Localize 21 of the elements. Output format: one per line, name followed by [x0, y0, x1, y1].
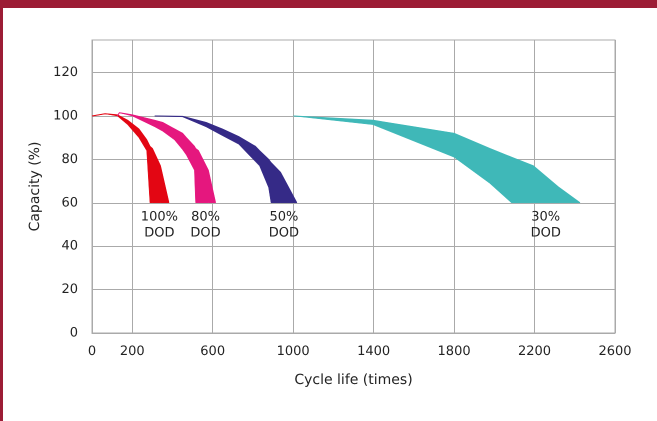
x-tick-label: 0: [88, 344, 96, 359]
x-axis-title: Cycle life (times): [294, 372, 413, 388]
y-tick-label: 20: [61, 282, 78, 298]
x-tick-label: 1000: [276, 344, 310, 359]
x-tick-label: 1400: [357, 344, 390, 359]
x-tick-label: 2200: [518, 344, 552, 359]
y-tick-label: 60: [61, 195, 78, 210]
series-label: 100% DOD: [140, 209, 178, 240]
x-tick-label: 600: [200, 344, 226, 359]
y-tick-label: 120: [53, 65, 78, 80]
y-tick-label: 100: [53, 108, 78, 124]
series-label: 50% DOD: [268, 209, 300, 240]
x-tick-label: 1800: [438, 344, 471, 359]
x-tick-label: 200: [120, 344, 145, 359]
y-tick-label: 0: [70, 326, 78, 340]
y-tick-label: 40: [61, 238, 78, 254]
y-tick-label: 80: [61, 152, 78, 167]
y-axis-title: Capacity (%): [27, 142, 43, 232]
series-label: 30% DOD: [530, 209, 561, 240]
series-label: 80% DOD: [190, 209, 221, 240]
x-tick-label: 2600: [598, 344, 632, 359]
